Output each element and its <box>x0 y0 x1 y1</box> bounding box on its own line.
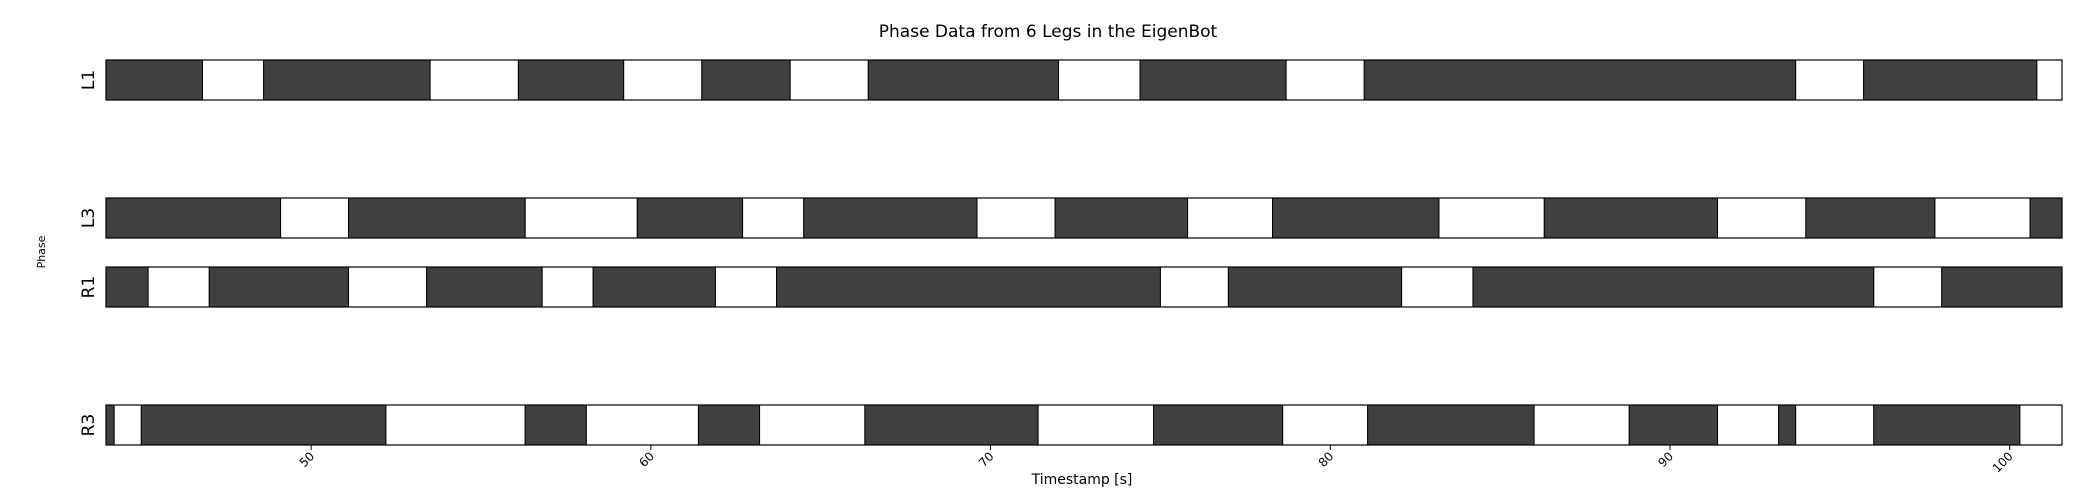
x-tick-label: 100 <box>1990 449 2016 475</box>
phase-segment-swing <box>789 59 869 101</box>
phase-segment-stance <box>105 266 149 308</box>
phase-segment-stance <box>867 59 1060 101</box>
phase-segment-swing <box>280 197 350 239</box>
phase-segment-stance <box>701 59 791 101</box>
phase-segment-stance <box>1863 59 2038 101</box>
phase-segment-swing <box>976 197 1056 239</box>
leg-label-l3: L3 <box>79 208 99 228</box>
phase-segment-swing <box>2036 59 2063 101</box>
phase-segment-stance <box>1543 197 1719 239</box>
phase-segment-stance <box>1139 59 1287 101</box>
x-tick-label: 80 <box>1316 449 1337 470</box>
phase-segment-stance <box>864 404 1039 446</box>
phase-segment-swing <box>1795 404 1875 446</box>
leg-strip-r3: R3 <box>79 404 2063 446</box>
phase-segment-swing <box>541 266 594 308</box>
phase-segment-stance <box>1873 404 2021 446</box>
phase-segment-swing <box>385 404 526 446</box>
phase-segment-swing <box>1873 266 1943 308</box>
phase-segment-stance <box>1941 266 2063 308</box>
phase-segment-swing <box>1717 404 1780 446</box>
phase-segment-swing <box>1795 59 1865 101</box>
phase-segment-swing <box>1285 59 1365 101</box>
leg-strip-r1: R1 <box>79 266 2063 308</box>
x-axis: 50 60 70 80 90 100 <box>297 445 2016 475</box>
phase-segment-stance <box>1805 197 1936 239</box>
phase-segment-stance <box>776 266 1161 308</box>
phase-segment-swing <box>1187 197 1274 239</box>
phase-segment-stance <box>426 266 543 308</box>
phase-segment-stance <box>1272 197 1440 239</box>
phase-segment-stance <box>105 197 282 239</box>
phase-segment-swing <box>1037 404 1155 446</box>
strip-frame <box>105 404 2063 446</box>
phase-segment-swing <box>524 197 638 239</box>
leg-label-r1: R1 <box>79 276 99 299</box>
y-axis-label: Phase <box>35 235 48 268</box>
phase-segment-stance <box>1628 404 1719 446</box>
phase-segment-stance <box>1472 266 1875 308</box>
phase-segment-swing <box>1533 404 1630 446</box>
phase-segment-stance <box>697 404 761 446</box>
phase-segment-stance <box>105 59 203 101</box>
phase-segment-swing <box>1438 197 1545 239</box>
leg-strip-l1: L1 <box>79 59 2063 101</box>
phase-segment-stance <box>517 59 625 101</box>
x-tick-label: 90 <box>1655 449 1676 470</box>
phase-segment-stance <box>105 404 115 446</box>
phase-segment-swing <box>1401 266 1474 308</box>
phase-segment-stance <box>1778 404 1797 446</box>
phase-segment-swing <box>585 404 699 446</box>
phase-segment-swing <box>623 59 703 101</box>
strip-frame <box>105 59 2063 101</box>
phase-segment-swing <box>1717 197 1807 239</box>
phase-segment-swing <box>1934 197 2031 239</box>
x-tick-label: 50 <box>297 449 318 470</box>
phase-strips: L1 L3 R1 R3 <box>79 59 2063 446</box>
phase-segment-swing <box>2019 404 2063 446</box>
phase-segment-swing <box>201 59 265 101</box>
leg-label-l1: L1 <box>79 70 99 90</box>
phase-segment-stance <box>1367 404 1535 446</box>
strip-frame <box>105 197 2063 239</box>
phase-segment-stance <box>803 197 978 239</box>
phase-segment-stance <box>263 59 431 101</box>
x-tick-label: 60 <box>636 449 657 470</box>
strip-frame <box>105 266 2063 308</box>
phase-segment-stance <box>592 266 716 308</box>
phase-segment-swing <box>113 404 142 446</box>
phase-segment-swing <box>348 266 428 308</box>
phase-segment-stance <box>1153 404 1284 446</box>
phase-segment-swing <box>1159 266 1229 308</box>
phase-segment-swing <box>1282 404 1369 446</box>
phase-segment-stance <box>1363 59 1797 101</box>
leg-label-r3: R3 <box>79 414 99 437</box>
phase-segment-swing <box>742 197 805 239</box>
x-axis-label: Timestamp [s] <box>1031 472 1133 488</box>
phase-segment-stance <box>1054 197 1189 239</box>
phase-segment-stance <box>140 404 387 446</box>
x-tick-label: 70 <box>976 449 997 470</box>
phase-segment-swing <box>429 59 519 101</box>
phase-segment-stance <box>348 197 526 239</box>
phase-segment-swing <box>714 266 778 308</box>
phase-segment-swing <box>759 404 866 446</box>
leg-strip-l3: L3 <box>79 197 2063 239</box>
phase-segment-stance <box>636 197 744 239</box>
phase-segment-swing <box>1058 59 1141 101</box>
phase-segment-stance <box>2029 197 2063 239</box>
phase-segment-swing <box>147 266 210 308</box>
phase-segment-stance <box>524 404 587 446</box>
phase-segment-stance <box>208 266 350 308</box>
phase-segment-stance <box>1227 266 1403 308</box>
chart-title: Phase Data from 6 Legs in the EigenBot <box>879 22 1218 42</box>
